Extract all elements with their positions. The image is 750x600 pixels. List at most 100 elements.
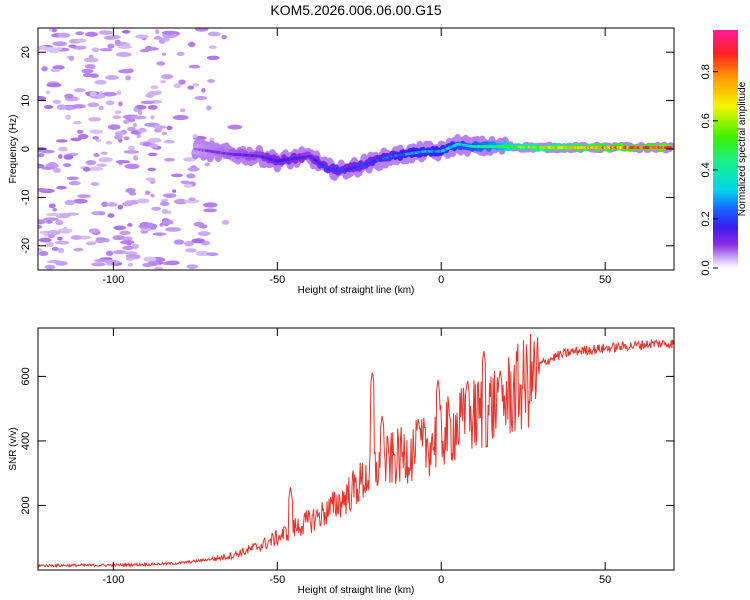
noise-blob <box>135 34 149 39</box>
noise-blob <box>130 130 140 135</box>
noise-blob <box>38 248 43 252</box>
noise-blob <box>131 115 147 120</box>
noise-blob <box>193 221 205 227</box>
noise-blob <box>115 51 132 58</box>
noise-blob <box>151 206 162 211</box>
noise-blob <box>72 198 88 204</box>
colorbar-label: Normalized spectral amplitude <box>737 81 748 216</box>
noise-blob <box>107 124 121 130</box>
noise-blob <box>122 236 133 241</box>
noise-blob <box>221 34 227 40</box>
noise-blob <box>159 79 167 84</box>
noise-blob <box>55 139 68 143</box>
noise-blob <box>105 140 113 145</box>
noise-blob <box>115 159 131 164</box>
noise-blob <box>76 38 87 43</box>
noise-blob <box>120 240 135 245</box>
noise-blob <box>163 157 175 162</box>
noise-blob <box>122 245 134 250</box>
noise-blob <box>77 133 89 140</box>
noise-blob <box>52 167 62 173</box>
noise-blob <box>192 134 198 139</box>
noise-blob <box>128 68 133 72</box>
noise-blob <box>147 152 158 157</box>
noise-blob <box>147 104 158 110</box>
noise-blob <box>137 109 143 115</box>
noise-blob <box>187 85 195 90</box>
noise-blob <box>136 134 141 139</box>
noise-blob <box>123 136 130 141</box>
noise-blob <box>125 187 136 194</box>
noise-blob <box>50 68 61 73</box>
noise-blob <box>90 182 100 186</box>
noise-blob <box>127 223 133 227</box>
noise-blob <box>52 207 58 212</box>
noise-blob <box>98 105 104 111</box>
noise-blob <box>144 47 159 51</box>
noise-blob <box>87 166 104 171</box>
noise-blob <box>103 35 118 40</box>
spectrogram-image <box>38 28 674 270</box>
noise-blob <box>188 64 201 69</box>
colorbar-tick-label: 0.2 <box>700 211 712 226</box>
snr-x-tick-label: -50 <box>269 574 285 586</box>
noise-blob <box>114 134 123 140</box>
noise-blob <box>124 251 138 255</box>
noise-blob <box>127 126 136 132</box>
noise-blob <box>85 31 99 37</box>
spectrogram-x-tick-label: -100 <box>102 274 124 286</box>
noise-blob <box>150 85 159 90</box>
noise-blob <box>153 128 163 133</box>
noise-blob <box>166 125 173 130</box>
snr-y-tick-label: 600 <box>20 367 32 385</box>
noise-blob <box>98 157 113 163</box>
noise-blob <box>96 163 108 167</box>
noise-blob <box>161 37 170 42</box>
noise-blob <box>107 43 115 49</box>
noise-blob <box>192 83 200 87</box>
noise-blob <box>185 248 197 253</box>
noise-blob <box>38 250 49 257</box>
noise-blob <box>183 240 195 247</box>
noise-blob <box>116 90 122 96</box>
noise-blob <box>114 110 122 115</box>
noise-blob <box>187 41 196 48</box>
noise-blob <box>82 72 93 78</box>
spectrogram-y-label: Frequency (Hz) <box>8 115 19 184</box>
noise-blob <box>51 246 59 251</box>
noise-blob <box>125 75 131 81</box>
noise-blob <box>57 228 73 234</box>
noise-blob <box>206 55 220 61</box>
noise-blob <box>149 143 159 149</box>
spectrogram-y-tick-label: 20 <box>20 46 32 58</box>
noise-blob <box>124 163 140 169</box>
noise-blob <box>119 230 131 235</box>
noise-blob <box>203 202 218 208</box>
noise-blob <box>161 131 168 136</box>
noise-blob <box>165 260 180 266</box>
noise-blob <box>112 250 127 255</box>
noise-blob <box>147 222 153 227</box>
noise-blob <box>57 236 63 241</box>
noise-blob <box>74 88 86 93</box>
noise-blob <box>152 232 167 236</box>
noise-blob <box>45 90 51 95</box>
noise-blob <box>144 190 151 196</box>
noise-blob <box>176 51 185 57</box>
noise-blob <box>161 52 167 56</box>
noise-blob <box>171 173 184 178</box>
noise-blob <box>107 213 115 218</box>
noise-blob <box>127 262 133 267</box>
noise-blob <box>70 137 82 142</box>
noise-blob <box>195 250 210 257</box>
noise-blob <box>221 219 230 225</box>
noise-blob <box>207 78 216 84</box>
noise-blob <box>82 166 91 172</box>
noise-blob <box>147 90 159 96</box>
noise-blob <box>65 212 79 216</box>
noise-blob <box>143 256 157 262</box>
noise-blob <box>54 240 70 245</box>
noise-blob <box>113 225 126 231</box>
noise-blob <box>133 155 139 161</box>
noise-blob <box>163 193 177 198</box>
